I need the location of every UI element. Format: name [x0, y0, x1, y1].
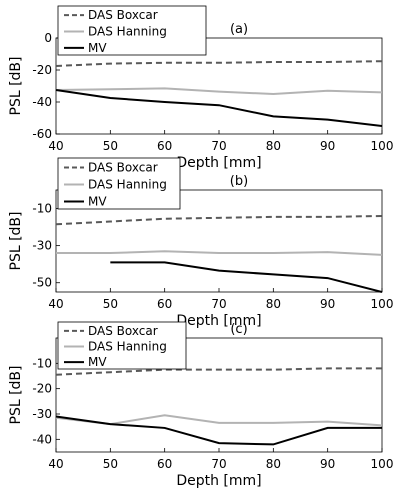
y-axis-label: PSL [dB]: [8, 366, 24, 425]
y-tick-label: -50: [32, 276, 52, 290]
panel-title: (b): [230, 174, 248, 189]
series-line-das-hanning: [55, 87, 383, 96]
x-tick-label: 80: [266, 139, 281, 153]
y-tick-label: -10: [32, 356, 52, 370]
legend-label: DAS Boxcar: [88, 8, 158, 22]
y-tick-label: -30: [32, 239, 52, 253]
y-tick-label: 0: [44, 31, 52, 45]
series-line-mv: [55, 415, 382, 446]
x-tick-label: 100: [371, 139, 394, 153]
x-tick-label: 80: [266, 297, 281, 311]
series-line-das-boxcar: [55, 60, 383, 67]
series-line-mv: [110, 261, 383, 293]
x-tick-label: 70: [211, 139, 226, 153]
x-tick-label: 40: [48, 457, 63, 471]
y-tick-label: -10: [32, 202, 52, 216]
x-tick-label: 90: [320, 139, 335, 153]
y-tick-label: -40: [32, 432, 52, 446]
x-tick-label: 50: [103, 457, 118, 471]
y-axis-label: PSL [dB]: [8, 212, 24, 271]
y-tick-label: -30: [32, 407, 52, 421]
legend-label: MV: [88, 41, 107, 55]
x-tick-label: 60: [157, 457, 172, 471]
x-tick-label: 100: [371, 457, 394, 471]
x-axis-label: Depth [mm]: [176, 313, 261, 329]
series-line-das-boxcar: [55, 214, 383, 226]
x-tick-label: 90: [320, 297, 335, 311]
y-axis-label: PSL [dB]: [8, 57, 24, 116]
panel-title: (a): [230, 22, 248, 37]
y-tick-label: -20: [32, 63, 52, 77]
legend-label: DAS Boxcar: [88, 161, 158, 175]
x-tick-label: 100: [371, 297, 394, 311]
panel-2: 40 50 60 70 80 90 100 -10 -30 -50 (b) Depth [mm] PSL…: [8, 157, 394, 329]
panel-3: 40 50 60 70 80 90 100 -10 -20 -30 -40 (c) Depth [mm]…: [8, 321, 394, 489]
legend-label: DAS Hanning: [88, 25, 167, 39]
x-tick-label: 80: [266, 457, 281, 471]
legend: DAS Boxcar DAS Hanning MV: [57, 157, 181, 210]
x-tick-label: 40: [48, 297, 63, 311]
panel-1: 40 50 60 70 80 90 100 0 -20 -40 -60 (a) Depth [mm] PS…: [8, 5, 394, 171]
y-tick-label: -20: [32, 382, 52, 396]
legend-label: DAS Hanning: [88, 178, 167, 192]
legend-label: MV: [88, 195, 107, 209]
legend: DAS Boxcar DAS Hanning MV: [57, 5, 207, 56]
x-axis-label: Depth [mm]: [176, 473, 261, 489]
series-line-das-hanning: [56, 250, 383, 256]
x-tick-label: 60: [157, 297, 172, 311]
panel-title: (c): [230, 322, 247, 337]
x-axis-label: Depth [mm]: [176, 155, 261, 171]
legend-label: DAS Boxcar: [88, 324, 158, 338]
legend-label: MV: [88, 355, 107, 369]
series-line-mv: [55, 89, 383, 127]
y-tick-label: -40: [32, 95, 52, 109]
legend-label: DAS Hanning: [88, 340, 167, 354]
x-tick-label: 60: [157, 139, 172, 153]
x-tick-label: 50: [103, 139, 118, 153]
y-tick-label: -60: [32, 127, 52, 141]
x-tick-label: 50: [103, 297, 118, 311]
x-tick-label: 40: [48, 139, 63, 153]
x-tick-label: 90: [320, 457, 335, 471]
x-tick-label: 70: [211, 457, 226, 471]
x-tick-label: 70: [211, 297, 226, 311]
series-line-das-boxcar: [55, 367, 382, 376]
